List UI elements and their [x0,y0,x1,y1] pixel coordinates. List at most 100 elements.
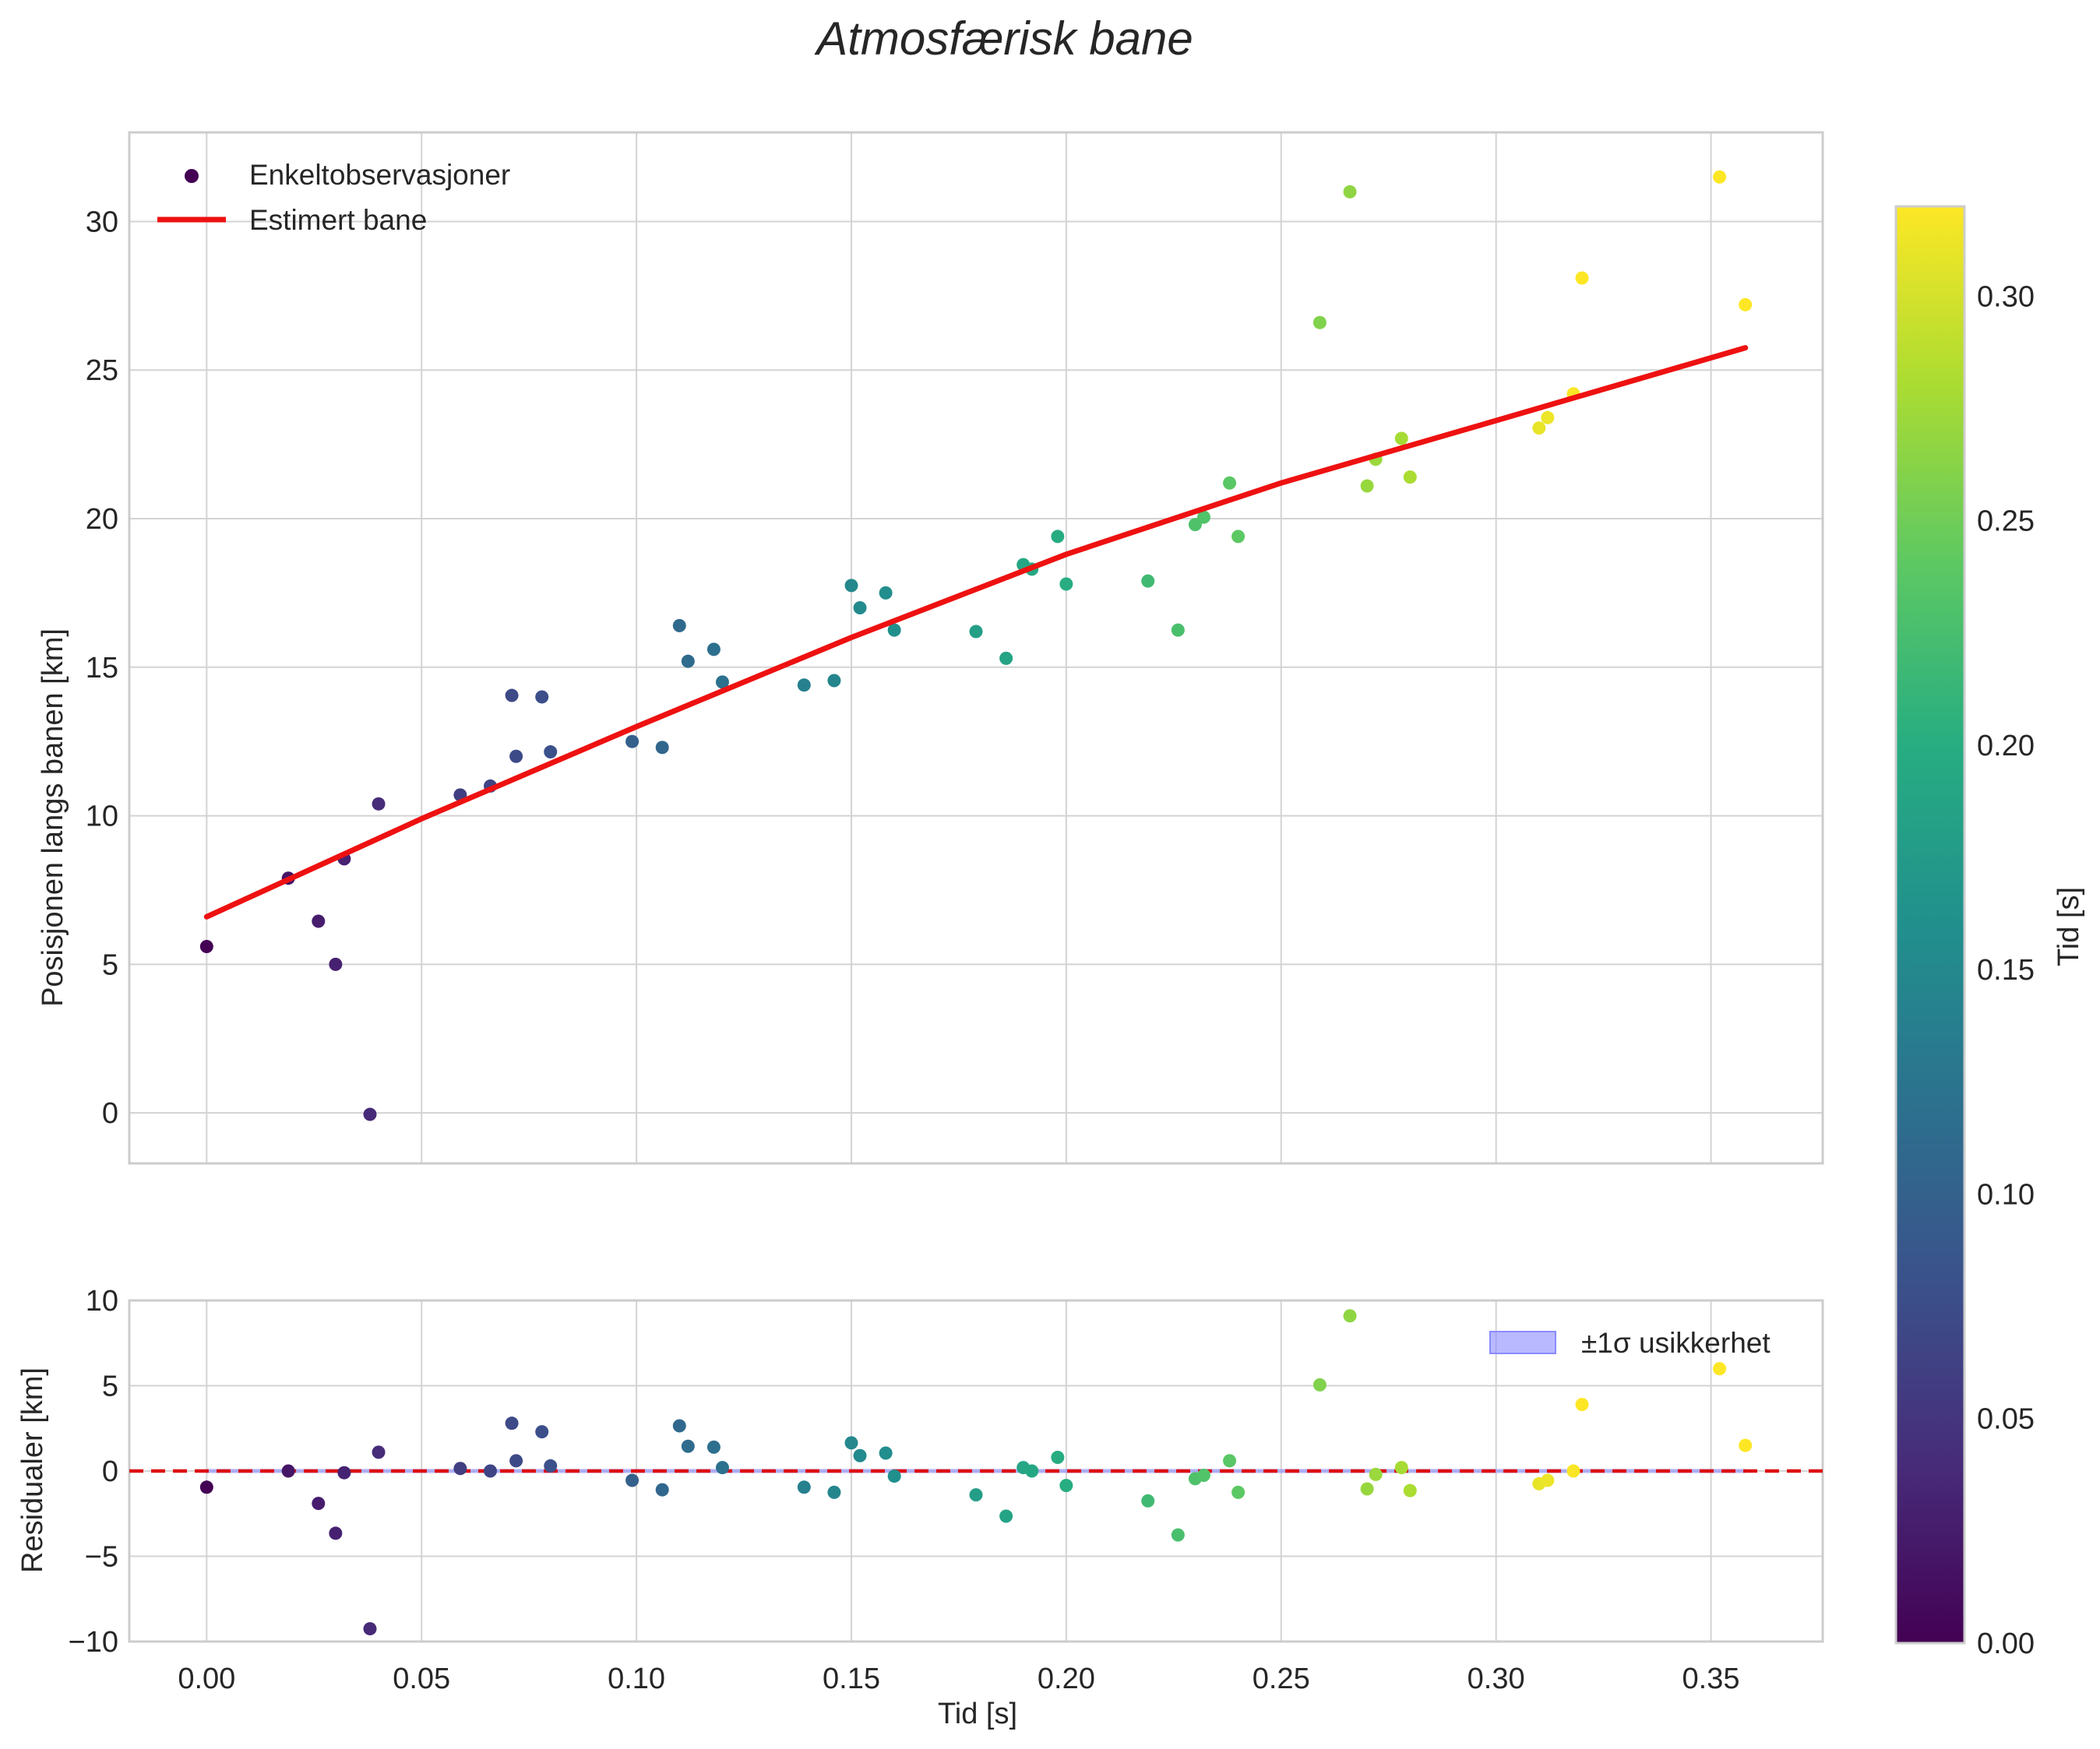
top-panel: 0 5 10 15 20 25 30 [86,131,1824,1165]
residual-point [999,1509,1013,1523]
observation-point [509,749,523,763]
residual-point [1575,1398,1589,1412]
legend-top: Enkeltobservasjoner Estimert bane [157,159,510,236]
observation-point [505,688,519,702]
observation-point [879,586,893,600]
colorbar-bar [1894,205,1966,1645]
x-tick-label: 0.25 [1253,1663,1310,1695]
observation-point [1312,315,1327,329]
observation-point [797,678,811,692]
observation-point [1141,574,1155,588]
observation-point [706,642,721,656]
observation-point [535,690,549,704]
top-y-axis-label: Posisjonen langs banen [km] [37,628,69,1007]
observation-point [199,939,213,953]
colorbar: 0.00 0.05 0.10 0.15 0.20 0.25 0.30 [1894,205,2035,1660]
top_panel-y-tick-label: 30 [86,206,118,238]
colorbar-tick-label: 0.00 [1977,1628,2035,1660]
observation-point [312,914,326,928]
colorbar-tick-label: 0.15 [1977,954,2035,987]
residual-point [544,1459,558,1473]
bottom_panel-y-tick-label: −5 [85,1541,118,1574]
bottom-y-axis-label: Residualer [km] [16,1367,49,1573]
residual-point [1403,1483,1417,1497]
residual-point [879,1446,893,1460]
x-tick-label: 0.10 [608,1663,665,1695]
residual-point [1231,1485,1246,1499]
observation-point [625,734,640,748]
legend-label-sigma: ±1σ usikkerhet [1581,1327,1771,1359]
observation-point [827,674,841,688]
observation-point [1171,623,1185,637]
chart-title: Atmosfærisk bane [814,12,1193,65]
residual-point [1196,1468,1210,1482]
colorbar-tick-label: 0.05 [1977,1403,2035,1436]
residual-point [853,1448,867,1462]
residual-point [453,1462,467,1476]
observation-point [363,1107,377,1121]
residual-point [509,1454,523,1468]
top_panel-y-tick-label: 0 [102,1097,118,1130]
observation-point [844,579,858,593]
observation-point [1231,530,1246,544]
residual-point [1059,1479,1073,1493]
residual-point [505,1416,519,1431]
observation-point [999,651,1013,665]
bottom_panel-y-tick-label: −10 [69,1626,118,1659]
observation-point [1541,410,1555,424]
residual-point [672,1419,686,1433]
residual-point [1171,1528,1185,1542]
residual-point [887,1469,901,1483]
legend-patch-sigma [1489,1331,1556,1354]
bottom-panel: 0.00 0.05 0.10 0.15 0.20 0.25 0.30 0.35 −10 −5 0 5 1… [69,1285,1824,1695]
observation-point [544,745,558,759]
residual-point [681,1439,695,1453]
x-tick-label: 0.05 [393,1663,450,1695]
observation-point [1532,421,1546,435]
residual-point [1369,1467,1383,1481]
residual-point [312,1497,326,1511]
observation-point [1343,185,1357,199]
observation-point [1403,470,1417,484]
residual-point [827,1485,841,1499]
residual-point [1223,1454,1237,1468]
residual-point [363,1622,377,1636]
residual-point [337,1466,351,1480]
residual-point [281,1464,295,1478]
residual-point [655,1483,669,1497]
observation-point [1051,530,1065,544]
bottom_panel-y-tick-label: 0 [102,1455,118,1488]
residual-point [844,1436,858,1450]
observation-point [1223,476,1237,490]
observation-point [655,741,669,755]
colorbar-label: Tid [s] [2052,887,2085,966]
observation-point [1188,518,1202,532]
legend-marker-observations [185,169,199,183]
residual-point [1343,1309,1357,1323]
colorbar-tick-label: 0.30 [1977,280,2035,313]
legend-bottom: ±1σ usikkerhet [1489,1327,1771,1359]
residual-point [969,1488,983,1502]
x-tick-label: 0.30 [1468,1663,1525,1695]
bottom_panel-y-tick-label: 10 [86,1285,118,1318]
residual-point [625,1473,640,1487]
observation-point [853,600,867,614]
residual-point [199,1480,213,1494]
observation-point [329,957,343,971]
residual-point [535,1425,549,1439]
residual-point [1566,1464,1580,1478]
residual-point [1541,1473,1555,1487]
observation-point [1196,510,1210,524]
residual-point [715,1461,729,1475]
observation-point [1739,297,1753,311]
residual-point [1025,1464,1039,1478]
observation-point [681,654,695,668]
x-tick-label: 0.35 [1682,1663,1740,1695]
colorbar-tick-label: 0.20 [1977,730,2035,762]
observation-point [1713,170,1727,184]
observation-point [887,623,901,637]
x-tick-label: 0.20 [1038,1663,1095,1695]
observation-point [969,625,983,639]
residual-point [1312,1378,1327,1392]
